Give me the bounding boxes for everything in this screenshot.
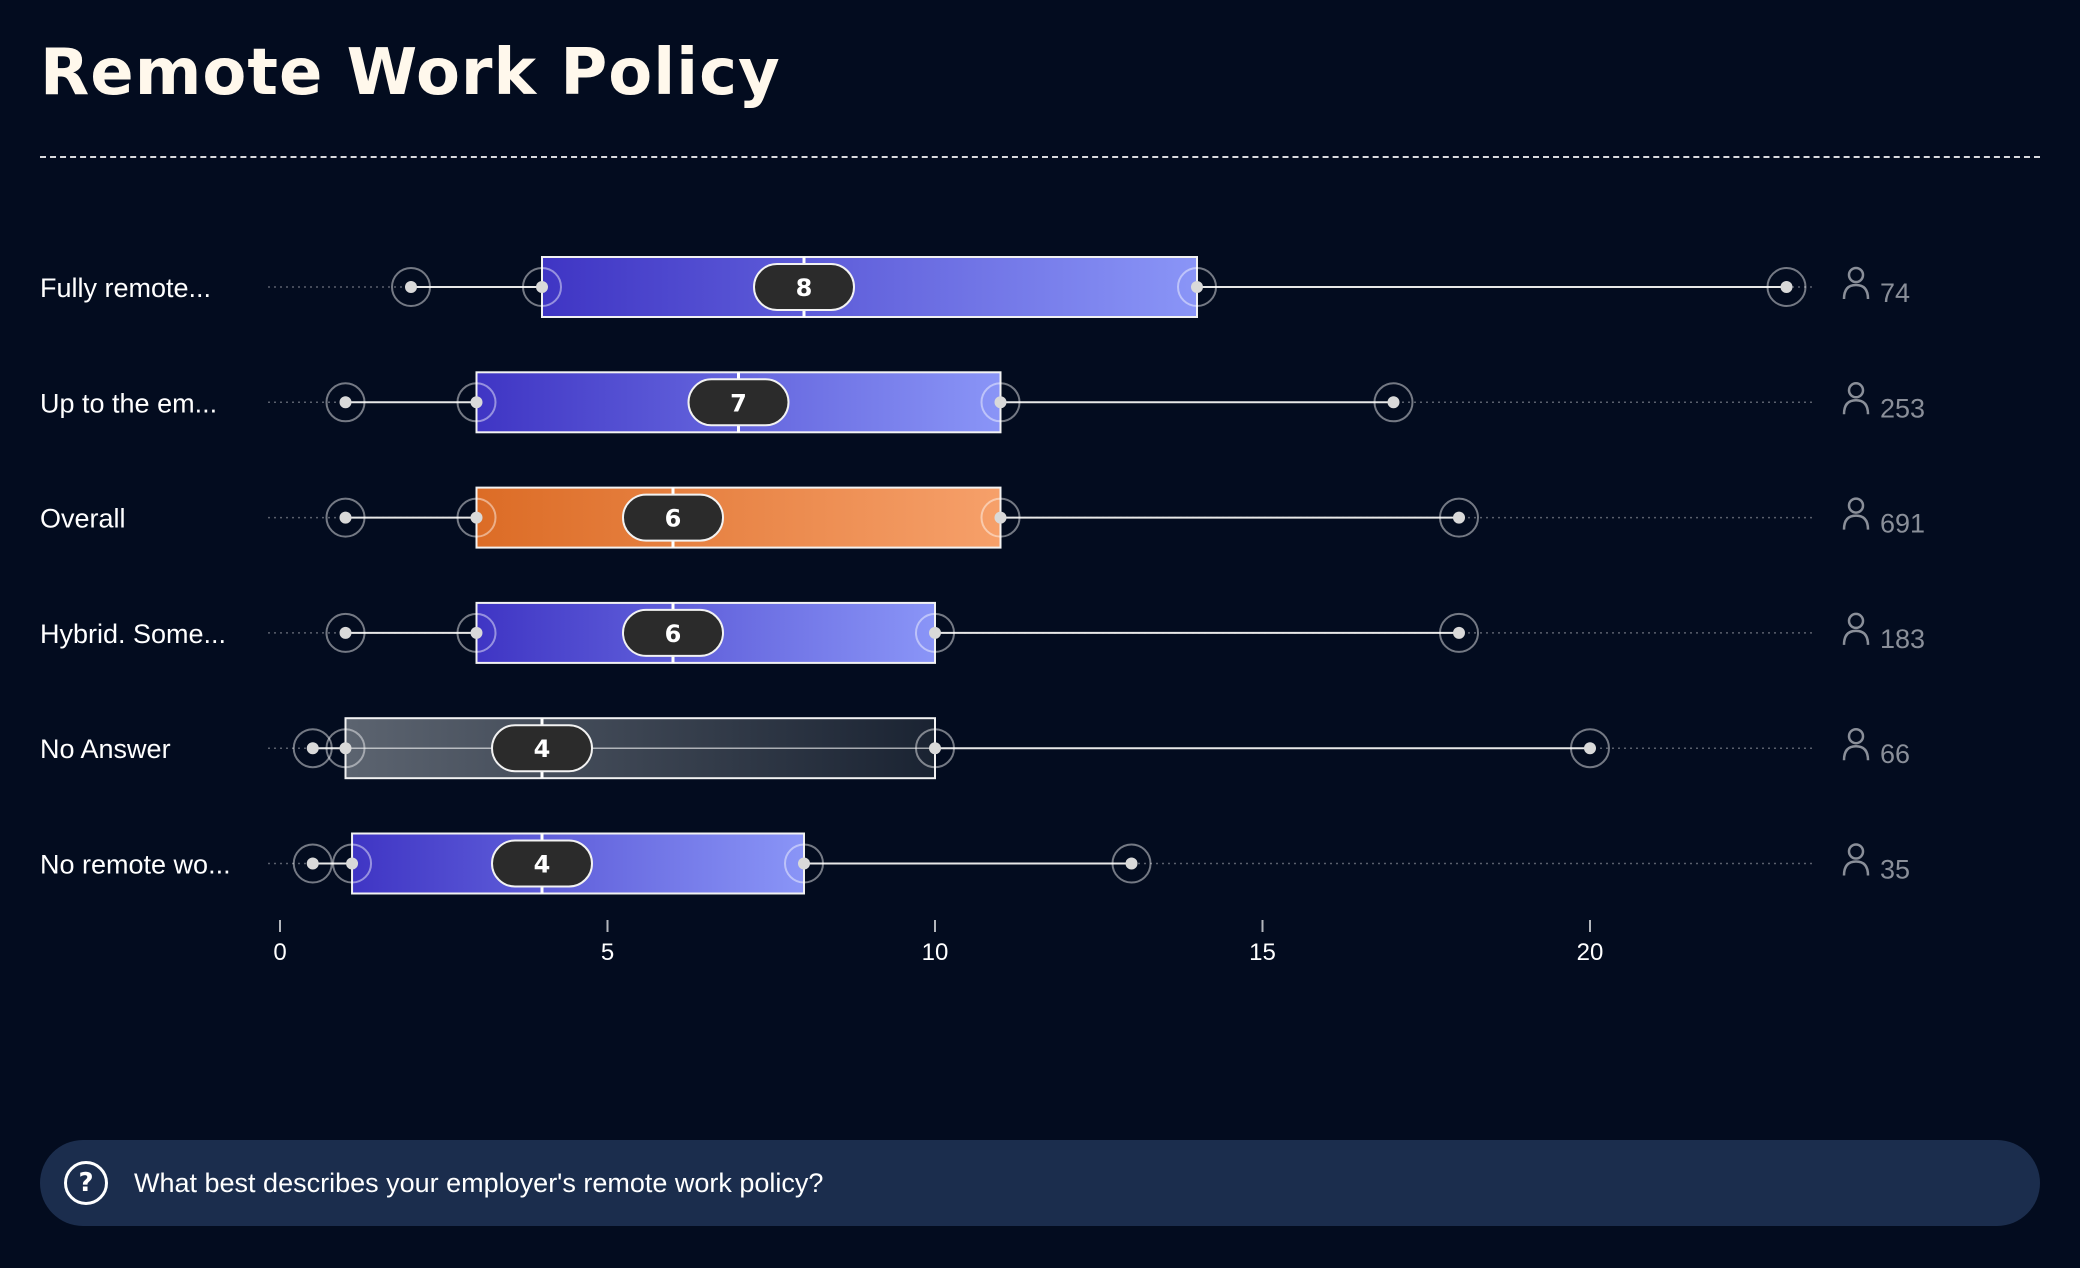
x-tick-label: 10 [922, 939, 949, 966]
q1-marker [470, 626, 483, 639]
min-marker-ring [325, 497, 366, 538]
person-icon [1842, 612, 1870, 645]
min-marker-ring [325, 612, 366, 653]
median-label: 4 [534, 735, 551, 763]
person-icon [1842, 497, 1870, 530]
respondent-count: 35 [1880, 855, 1910, 885]
boxplot-chart: 8 Fully remote... 74 7 Up to the em... 253 6 Ov… [40, 256, 1925, 966]
q1-marker-ring [456, 497, 497, 538]
q3-marker [798, 857, 810, 870]
q3-marker [994, 396, 1007, 409]
iqr-box [541, 256, 1198, 318]
max-marker [1584, 742, 1596, 755]
max-marker [1780, 281, 1793, 293]
max-marker-ring [1373, 382, 1414, 423]
max-marker-ring [1570, 728, 1610, 769]
min-marker [339, 396, 352, 409]
person-icon [1842, 727, 1870, 761]
q3-marker [1191, 281, 1203, 293]
row-label: Up to the em... [40, 388, 217, 418]
box-row: 6 Overall 691 [40, 486, 1925, 549]
q1-marker-ring [456, 612, 497, 653]
q3-marker-ring [1177, 267, 1217, 307]
q1-marker-ring [522, 267, 562, 307]
title-divider [40, 156, 2040, 158]
min-marker [339, 626, 352, 639]
question-text: What best describes your employer's remo… [134, 1167, 824, 1198]
max-marker [1387, 396, 1400, 409]
median-label: 8 [796, 274, 813, 302]
iqr-box [475, 486, 1002, 549]
min-marker [405, 281, 417, 293]
median-pill [491, 839, 593, 888]
row-label: No remote wo... [40, 850, 231, 880]
max-marker-ring [1111, 843, 1152, 884]
q3-marker-ring [980, 497, 1021, 538]
box-row: 4 No remote wo... 35 [40, 832, 1910, 895]
box-row: 6 Hybrid. Some... 183 [40, 601, 1925, 664]
max-marker-ring [1439, 612, 1479, 653]
median-label: 6 [665, 620, 682, 648]
q3-marker-ring [784, 843, 824, 884]
median-label: 7 [730, 389, 747, 417]
q1-marker [536, 281, 548, 293]
person-icon [1842, 382, 1870, 415]
median-pill [622, 493, 724, 542]
q1-marker [339, 742, 352, 755]
q3-marker [929, 626, 941, 639]
question-circle-icon: ? [64, 1161, 108, 1205]
respondent-count: 74 [1880, 278, 1910, 308]
row-label: Hybrid. Some... [40, 619, 226, 649]
min-marker-ring [292, 728, 333, 769]
median-label: 6 [665, 505, 682, 533]
q3-marker-ring [915, 728, 955, 769]
x-tick-label: 15 [1249, 939, 1276, 966]
q3-marker-ring [915, 612, 955, 653]
page-title: Remote Work Policy [40, 36, 781, 110]
question-banner: ? What best describes your employer's re… [40, 1140, 2040, 1226]
q1-marker [470, 396, 483, 409]
q1-marker [346, 857, 359, 870]
person-icon [1842, 843, 1870, 876]
x-tick-label: 0 [273, 939, 286, 966]
max-marker-ring [1439, 497, 1479, 538]
median-label: 4 [534, 851, 551, 879]
q1-marker [470, 511, 483, 524]
median-pill [687, 378, 790, 427]
q1-marker-ring [456, 382, 497, 423]
median-pill [753, 263, 855, 311]
max-marker-ring [1766, 267, 1807, 307]
row-label: Overall [40, 504, 126, 534]
box-row: 4 No Answer 66 [40, 717, 1910, 780]
respondent-count: 691 [1880, 509, 1925, 539]
min-marker [339, 511, 352, 524]
min-marker-ring [325, 382, 366, 423]
q3-marker [929, 742, 941, 755]
max-marker [1453, 626, 1465, 639]
min-marker [306, 857, 319, 870]
min-marker-ring [391, 267, 431, 307]
q1-marker-ring [332, 843, 373, 884]
max-marker [1453, 511, 1465, 524]
min-marker [306, 742, 319, 755]
q3-marker-ring [980, 382, 1021, 423]
box-row: 8 Fully remote... 74 [40, 256, 1910, 318]
respondent-count: 66 [1880, 739, 1910, 769]
min-marker-ring [292, 843, 333, 884]
max-marker [1125, 857, 1138, 870]
median-pill [491, 724, 593, 773]
median-pill [622, 608, 724, 657]
respondent-count: 183 [1880, 624, 1925, 654]
row-label: No Answer [40, 734, 171, 764]
x-tick-label: 5 [601, 939, 614, 966]
person-icon [1842, 266, 1870, 300]
respondent-count: 253 [1880, 393, 1925, 423]
x-tick-label: 20 [1577, 939, 1604, 966]
q1-marker-ring [325, 728, 366, 769]
box-row: 7 Up to the em... 253 [40, 371, 1925, 434]
row-label: Fully remote... [40, 273, 211, 303]
q3-marker [994, 511, 1007, 524]
